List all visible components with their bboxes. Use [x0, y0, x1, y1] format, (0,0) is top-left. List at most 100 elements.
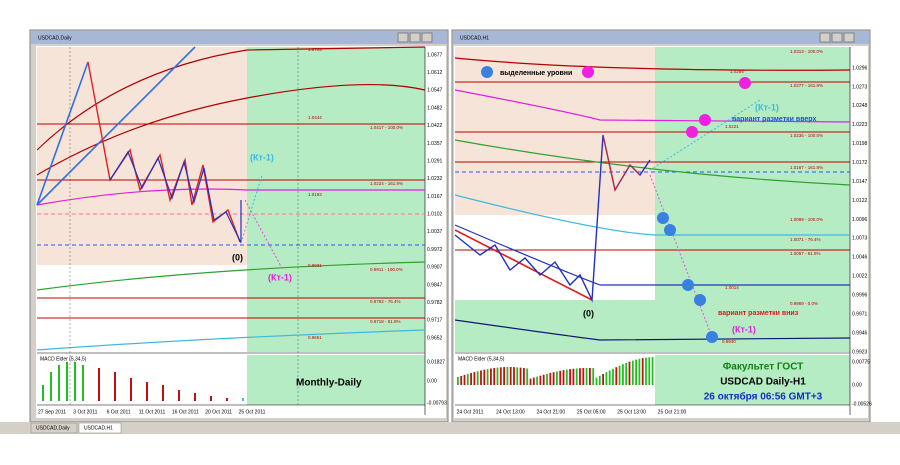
tab-label: USDCAD,H1: [84, 425, 113, 431]
price-label: 0.9996: [852, 293, 868, 299]
macd-label: 0.00: [852, 382, 862, 388]
price-label: 1.0273: [852, 84, 868, 90]
price-label: 1.0046: [852, 255, 868, 261]
title-bar: [31, 31, 447, 44]
zone: [455, 300, 655, 352]
macd-bar: [496, 367, 499, 385]
date-label: 3 Oct 2011: [73, 409, 97, 415]
macd-bar: [539, 375, 542, 385]
price-label: 0.9652: [427, 335, 443, 341]
date-label: 24 Oct 2011: [457, 409, 484, 415]
macd-bar: [628, 361, 631, 385]
price-label: 1.0547: [427, 88, 443, 94]
macd-bar: [595, 377, 598, 385]
indicator-label: MACD Elder (5,34,5): [458, 356, 505, 362]
curve: [36, 83, 426, 176]
curve: [36, 329, 426, 351]
price-label: 1.0198: [852, 141, 868, 147]
marker: [582, 66, 594, 78]
macd-bar: [476, 371, 479, 385]
level-label: 1.0014: [725, 285, 739, 290]
level-label: 1.0284: [730, 69, 744, 74]
date-label: 16 Oct 2011: [172, 409, 199, 415]
tab-bar: [0, 422, 900, 434]
macd-bar: [631, 360, 634, 385]
macd-bar: [226, 398, 228, 401]
price-label: 1.0096: [852, 217, 868, 223]
projection: [649, 174, 713, 338]
macd-bar: [565, 369, 568, 385]
macd-bar: [562, 370, 565, 385]
macd-bar: [499, 367, 502, 385]
maximize-button[interactable]: [831, 32, 843, 43]
level-label: 1.0167 - 161.8%: [790, 165, 823, 170]
price-label: 1.0037: [427, 229, 443, 235]
price-label: 1.0612: [427, 70, 443, 76]
close-button[interactable]: [843, 32, 855, 43]
macd-bar: [486, 369, 489, 385]
price-label: 1.0022: [852, 274, 868, 280]
macd-bar: [242, 398, 244, 401]
level-label: 0.9989 - 0.0%: [790, 301, 818, 306]
minimize-button[interactable]: [397, 32, 409, 43]
caption: USDCAD Daily-H1: [720, 377, 806, 388]
macd-bar: [556, 371, 558, 385]
date-label: 27 Sep 2011: [38, 409, 66, 415]
price-label: 1.0248: [852, 103, 868, 109]
level-label: 1.0417 - 100.0%: [370, 125, 403, 130]
price-label: 0.9907: [427, 265, 443, 271]
price-line: [602, 134, 641, 192]
macd-label: 0.01827: [427, 359, 445, 365]
curve: [36, 46, 426, 151]
date-label: 25 Oct 21:00: [658, 409, 687, 415]
macd-bar: [493, 368, 496, 385]
price-line: [109, 150, 242, 244]
date-label: 11 Oct 2011: [139, 409, 166, 415]
annotation: (Кт-1): [250, 152, 274, 162]
maximize-button[interactable]: [409, 32, 421, 43]
annotation: (0): [232, 252, 243, 262]
price-label: 1.0122: [852, 198, 868, 204]
level-label: 1.0313 - 100.0%: [790, 49, 823, 54]
macd-bar: [523, 368, 525, 385]
level-label: 0.9651: [308, 335, 322, 340]
marker: [657, 212, 669, 224]
macd-bar: [625, 362, 628, 385]
price-label: 1.0172: [852, 160, 868, 166]
macd-bar: [82, 365, 84, 401]
annotation: (0): [583, 308, 594, 318]
level-label: 1.0057 - 61.8%: [790, 251, 821, 256]
tab[interactable]: [30, 422, 78, 434]
window-title: USDCAD,H1: [460, 35, 489, 41]
tab-active[interactable]: [78, 422, 122, 434]
macd-bar: [589, 368, 591, 385]
level-label: 1.0071 - 76.4%: [790, 237, 821, 242]
macd-bar: [585, 368, 588, 385]
level-label: 1.0193: [308, 192, 322, 197]
macd-bar: [549, 372, 552, 385]
zone: [655, 47, 850, 352]
trend-line: [454, 229, 593, 301]
macd-bar: [605, 372, 608, 385]
close-button[interactable]: [421, 32, 433, 43]
macd-bar: [466, 373, 469, 385]
curve: [36, 261, 426, 291]
levels: [454, 57, 851, 341]
price-label: 0.9923: [852, 349, 868, 355]
macd-bar: [210, 396, 212, 401]
minimize-button[interactable]: [819, 32, 831, 43]
zone: [247, 47, 425, 352]
date-label: 25 Oct 05:00: [577, 409, 606, 415]
caption: Факультет ГОСТ: [723, 362, 804, 373]
trend-line: [36, 46, 196, 206]
price-label: 1.0482: [427, 105, 443, 111]
indicator-label: MACD Elder (5,34,5): [40, 356, 87, 362]
marker: [481, 66, 493, 78]
level-label: 1.0444: [308, 115, 322, 120]
macd-bar: [98, 368, 100, 401]
price-label: 0.9847: [427, 282, 443, 288]
macd-bar: [536, 376, 538, 385]
macd-bar: [608, 370, 611, 385]
level-label: 0.9792 - 76.4%: [370, 299, 401, 304]
